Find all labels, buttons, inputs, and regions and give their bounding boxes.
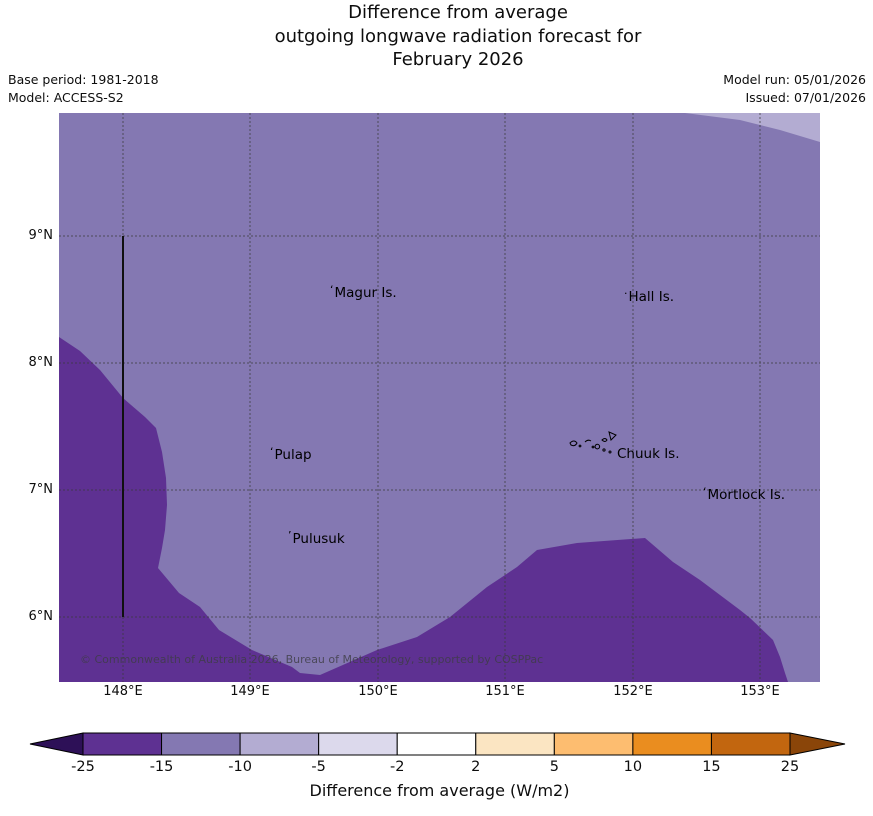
colorbar-segment [82, 732, 163, 756]
forecast-map: ʻMagur Is. ·Hall Is. ʻPulap ʼPulusuk Chuuk I… [59, 113, 820, 682]
x-tick-label: 149°E [230, 684, 270, 699]
colorbar-over-arrow [789, 732, 846, 756]
contour-map-canvas [59, 113, 820, 682]
island-label: ·Hall Is. [624, 287, 675, 305]
colorbar-tick-label: -10 [228, 759, 252, 775]
copyright-notice: © Commonwealth of Australia 2026, Bureau… [80, 653, 544, 666]
colorbar-tick-label: -2 [389, 759, 405, 775]
colorbar-tick-label: -25 [71, 759, 95, 775]
colorbar-tick-label: 25 [780, 759, 800, 775]
y-tick-label: 8°N [28, 355, 54, 370]
colorbar-segment [553, 732, 634, 756]
island-label: ʻMagur Is. [330, 283, 397, 301]
model-label: Model: ACCESS-S2 [8, 89, 124, 105]
base-period-label: Base period: 1981-2018 [8, 72, 159, 87]
island-label: ʼPulusuk [288, 529, 345, 547]
colorbar-segment [632, 732, 712, 756]
issued-label: Issued: 07/01/2026 [745, 89, 867, 105]
y-tick-label: 9°N [28, 228, 54, 243]
title-line-3: February 2026 [392, 49, 524, 70]
anomaly-region-light [685, 113, 820, 142]
x-tick-label: 152°E [613, 684, 653, 699]
island-dot-icon: · [624, 287, 628, 300]
run-info: Model run: 05/01/2026 Issued: 07/01/2026 [723, 71, 866, 106]
island-dot-icon: ʼ [288, 529, 292, 542]
title-line-1: Difference from average [348, 2, 568, 23]
colorbar-segment [239, 732, 320, 756]
y-tick-label: 7°N [28, 482, 54, 497]
colorbar-tick-label: 10 [623, 759, 643, 775]
chuuk-atolls-icon [569, 431, 617, 454]
colorbar-segment [318, 732, 398, 756]
colorbar-tick-label: 2 [471, 759, 481, 775]
colorbar-segment [396, 732, 477, 756]
x-tick-label: 150°E [358, 684, 398, 699]
colorbar-tick-label: 5 [549, 759, 559, 775]
colorbar [29, 732, 846, 756]
island-label: ʻPulap [270, 445, 312, 463]
colorbar-caption: Difference from average (W/m2) [309, 781, 570, 800]
x-tick-label: 153°E [740, 684, 780, 699]
page-title: Difference from average outgoing longwav… [58, 1, 858, 72]
x-tick-label: 151°E [485, 684, 525, 699]
model-info: Base period: 1981-2018 Model: ACCESS-S2 [8, 71, 159, 106]
island-dot-icon: ʻ [270, 445, 274, 458]
colorbar-tick-label: -5 [311, 759, 326, 775]
island-dot-icon: ʻ [703, 485, 707, 498]
island-dot-icon: ʻ [330, 283, 334, 296]
island-label: Chuuk Is. [617, 446, 680, 462]
colorbar-segment [710, 732, 791, 756]
colorbar-segment [161, 732, 241, 756]
colorbar-tick-label: -15 [149, 759, 174, 775]
colorbar-segment [475, 732, 555, 756]
island-label: ʻMortlock Is. [703, 485, 786, 503]
colorbar-under-arrow [29, 732, 84, 756]
model-run-label: Model run: 05/01/2026 [723, 72, 866, 87]
anomaly-region-dark [59, 337, 788, 682]
colorbar-tick-label: 15 [702, 759, 721, 775]
y-tick-label: 6°N [28, 609, 54, 624]
x-tick-label: 148°E [103, 684, 143, 699]
title-line-2: outgoing longwave radiation forecast for [274, 25, 642, 47]
